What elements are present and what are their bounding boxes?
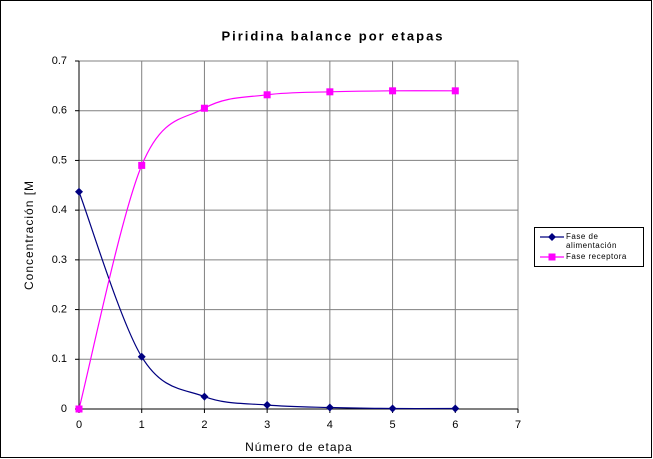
marker xyxy=(138,161,146,169)
y-tick-label: 0.6 xyxy=(52,105,67,117)
marker xyxy=(75,405,83,413)
x-tick-label: 3 xyxy=(264,419,270,431)
y-tick-label: 0.4 xyxy=(52,204,67,216)
legend-label: Fase receptora xyxy=(566,252,627,261)
x-tick-label: 1 xyxy=(139,419,145,431)
y-tick-label: 0.5 xyxy=(52,154,67,166)
y-axis-label: Concentración [M xyxy=(22,180,36,290)
y-tick-label: 0.2 xyxy=(52,303,67,315)
x-tick-label: 5 xyxy=(390,419,396,431)
marker xyxy=(75,187,83,196)
marker xyxy=(263,401,272,410)
y-tick-label: 0.3 xyxy=(52,254,67,266)
marker xyxy=(326,88,334,96)
x-tick-label: 4 xyxy=(327,419,333,431)
marker xyxy=(548,233,556,241)
x-tick-label: 2 xyxy=(201,419,207,431)
legend-item: Fase de alimentación xyxy=(538,232,640,250)
y-tick-label: 0.1 xyxy=(52,353,67,365)
x-tick-label: 7 xyxy=(515,419,521,431)
legend-label: Fase de alimentación xyxy=(566,232,617,250)
legend-swatch xyxy=(540,233,564,241)
marker xyxy=(451,404,460,413)
marker xyxy=(200,104,208,112)
legend: Fase de alimentación Fase receptora xyxy=(534,227,644,267)
legend-item: Fase receptora xyxy=(538,252,640,262)
x-tick-label: 6 xyxy=(452,419,458,431)
marker xyxy=(325,403,334,412)
series-line xyxy=(78,90,456,410)
marker xyxy=(263,91,271,99)
chart-title: Piridina balance por etapas xyxy=(221,28,444,43)
marker xyxy=(137,352,146,361)
x-axis-label: Número de etapa xyxy=(245,440,353,454)
y-tick-label: 0.7 xyxy=(52,55,67,67)
marker xyxy=(548,253,556,261)
y-tick-label: 0 xyxy=(61,403,67,415)
marker xyxy=(451,87,459,95)
marker xyxy=(388,404,397,413)
marker xyxy=(200,392,209,401)
x-tick-label: 0 xyxy=(76,419,82,431)
legend-swatch xyxy=(540,253,564,261)
marker xyxy=(389,87,397,95)
